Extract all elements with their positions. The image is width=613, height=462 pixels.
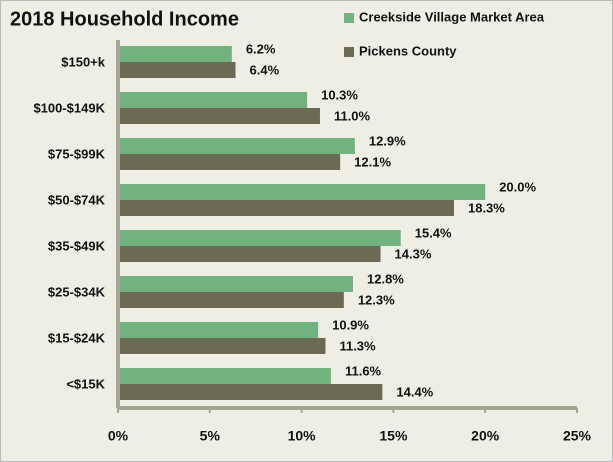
value-label: 6.4% — [250, 62, 280, 77]
x-tick-label: 15% — [379, 428, 408, 444]
legend-label: Pickens County — [359, 43, 457, 58]
legend-swatch — [344, 13, 354, 23]
y-tick-label: $15-$24K — [48, 330, 106, 345]
bar — [118, 200, 454, 216]
value-label: 10.3% — [321, 87, 358, 102]
value-label: 20.0% — [499, 179, 536, 194]
value-label: 11.6% — [345, 363, 382, 378]
value-label: 10.9% — [332, 317, 369, 332]
value-label: 12.9% — [369, 133, 406, 148]
bar — [118, 246, 381, 262]
value-label: 12.8% — [367, 271, 404, 286]
y-tick-label: $50-$74K — [48, 192, 106, 207]
bar — [118, 184, 486, 200]
x-tick-label: 10% — [288, 428, 317, 444]
y-tick-label: $25-$34K — [48, 284, 106, 299]
legend-swatch — [344, 47, 354, 57]
y-tick-label: $75-$99K — [48, 146, 106, 161]
value-label: 14.4% — [396, 384, 433, 399]
chart-title: 2018 Household Income — [10, 8, 239, 30]
y-tick-label: $35-$49K — [48, 238, 106, 253]
bar — [118, 368, 331, 384]
value-label: 12.1% — [354, 154, 391, 169]
legend-label: Creekside Village Market Area — [359, 9, 545, 24]
bar — [118, 92, 308, 108]
y-tick-label: $150+k — [61, 54, 106, 69]
bar — [118, 338, 326, 354]
bar — [118, 292, 344, 308]
value-label: 12.3% — [358, 292, 395, 307]
value-label: 6.2% — [246, 41, 276, 56]
bar — [118, 230, 401, 246]
value-label: 18.3% — [468, 200, 505, 215]
value-label: 11.0% — [334, 108, 371, 123]
bar — [118, 46, 232, 62]
x-tick-label: 5% — [200, 428, 221, 444]
x-tick-label: 0% — [108, 428, 129, 444]
x-tick-label: 25% — [563, 428, 592, 444]
x-tick-label: 20% — [471, 428, 500, 444]
value-label: 11.3% — [339, 338, 376, 353]
bar — [118, 108, 320, 124]
bar — [118, 384, 383, 400]
bar — [118, 154, 341, 170]
bar — [118, 138, 355, 154]
bar — [118, 322, 319, 338]
y-tick-label: <$15K — [66, 376, 105, 391]
value-label: 15.4% — [415, 225, 452, 240]
value-label: 14.3% — [395, 246, 432, 261]
bar — [118, 62, 236, 78]
y-tick-label: $100-$149K — [33, 100, 105, 115]
bar — [118, 276, 354, 292]
